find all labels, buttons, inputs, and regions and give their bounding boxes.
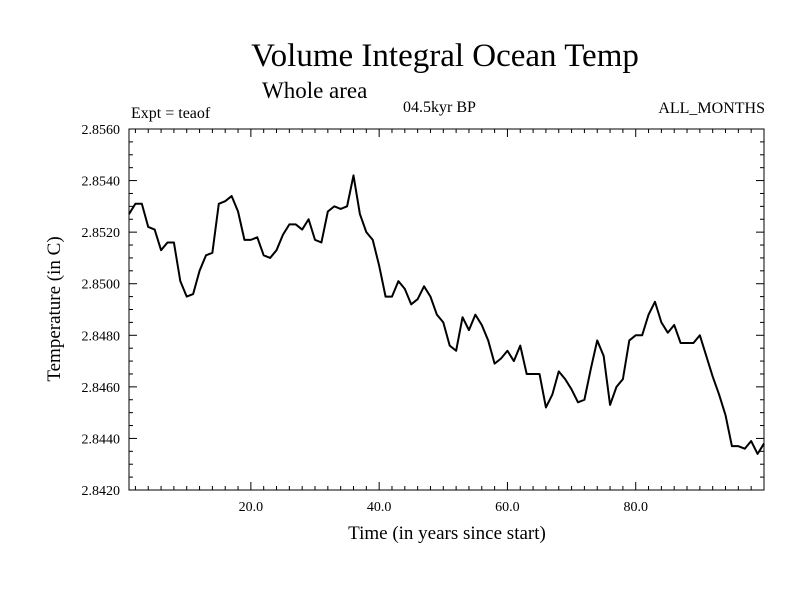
temperature-series-line <box>128 174 765 455</box>
y-tick-label: 2.8560 <box>82 123 121 138</box>
y-tick-label: 2.8440 <box>82 432 121 447</box>
y-axis-label: Temperature (in C) <box>44 236 65 381</box>
y-tick-label: 2.8420 <box>82 484 121 499</box>
chart-title: Volume Integral Ocean Temp <box>251 38 639 74</box>
y-tick-label: 2.8520 <box>82 226 121 241</box>
y-tick-label: 2.8500 <box>82 278 121 293</box>
x-tick-label: 80.0 <box>623 500 648 515</box>
x-axis-label: Time (in years since start) <box>348 523 546 544</box>
y-tick-label: 2.8480 <box>82 329 121 344</box>
chart-subtitle: Whole area <box>262 78 367 103</box>
x-tick-label: 60.0 <box>495 500 520 515</box>
x-tick-label: 40.0 <box>367 500 392 515</box>
y-tick-label: 2.8460 <box>82 381 121 396</box>
y-tick-label: 2.8540 <box>82 175 121 190</box>
period-label: 04.5kyr BP <box>403 99 476 116</box>
plot-frame <box>128 128 765 491</box>
x-tick-label: 20.0 <box>239 500 264 515</box>
experiment-label: Expt = teaof <box>131 105 211 122</box>
months-label: ALL_MONTHS <box>658 100 765 117</box>
tick-labels: 2.8420 2.8440 2.8460 2.8480 2.8500 2.8520 2.85… <box>82 123 648 515</box>
axis-ticks <box>129 128 765 491</box>
